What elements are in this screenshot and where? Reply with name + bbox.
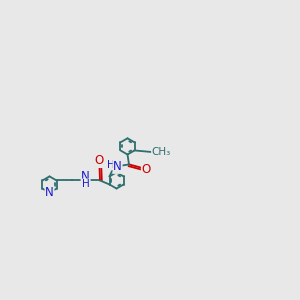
Text: H: H: [82, 179, 89, 189]
Text: CH₃: CH₃: [151, 147, 171, 157]
Text: N: N: [113, 160, 122, 173]
Text: O: O: [142, 163, 151, 176]
Text: N: N: [45, 186, 54, 199]
Text: H: H: [107, 160, 115, 170]
Text: N: N: [81, 170, 90, 183]
Text: O: O: [95, 154, 104, 167]
